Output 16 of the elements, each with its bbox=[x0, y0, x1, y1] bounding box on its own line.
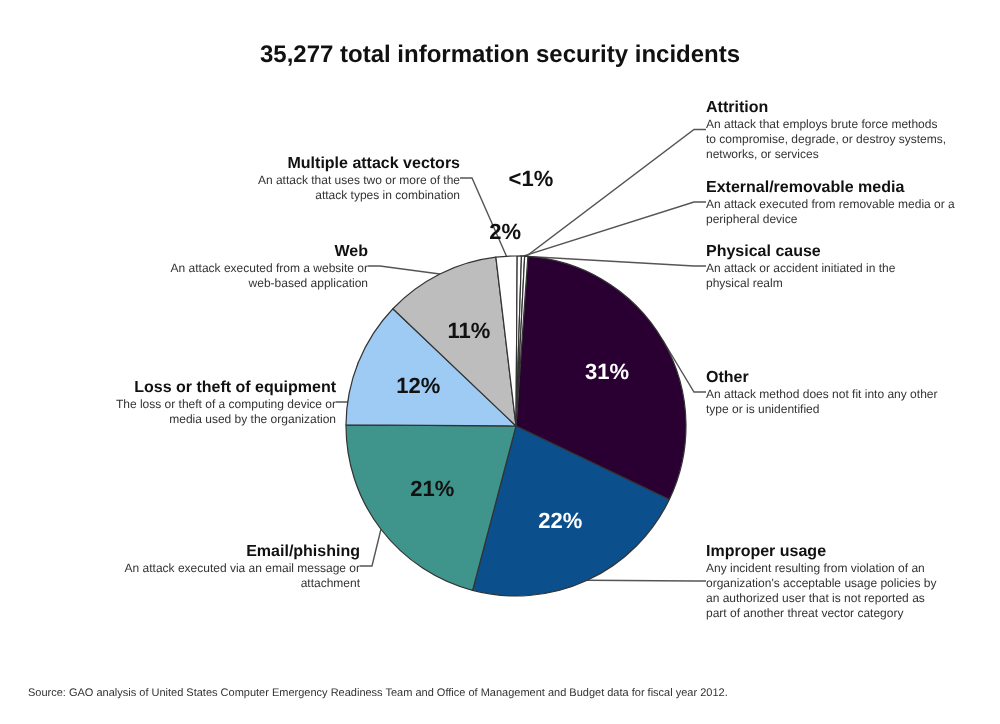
slice-label: Attrition bbox=[706, 98, 769, 116]
chart-title: 35,277 total information security incidents bbox=[259, 40, 741, 68]
slice-label: Improper usage bbox=[706, 542, 828, 560]
data-label: 11% bbox=[447, 319, 491, 344]
slice-label: Other bbox=[706, 368, 749, 386]
data-label: 12% bbox=[396, 374, 441, 399]
slice-label: Email/phishing bbox=[246, 542, 361, 560]
data-label: 22% bbox=[538, 509, 583, 534]
data-label: 21% bbox=[410, 478, 455, 503]
slice-label: Multiple attack vectors bbox=[287, 154, 462, 172]
data-label: 31% bbox=[585, 360, 630, 385]
data-label: <1% bbox=[508, 167, 554, 192]
slice-label: Web bbox=[334, 242, 369, 260]
slice-label: External/removable media bbox=[706, 178, 906, 196]
slice-label: Physical cause bbox=[706, 242, 822, 260]
slice-label: Loss or theft of equipment bbox=[134, 378, 337, 396]
